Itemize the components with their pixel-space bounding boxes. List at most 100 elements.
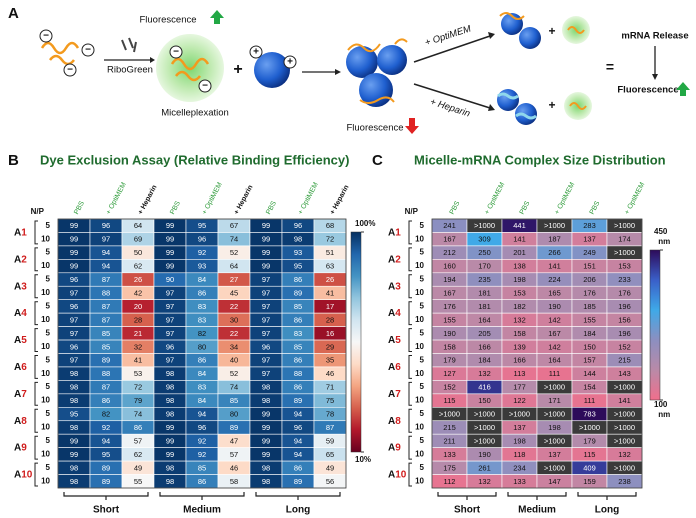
- cell-value: 184: [583, 329, 596, 338]
- cell-value: >1000: [474, 423, 495, 432]
- cell-value: 96: [70, 342, 78, 351]
- cell-value: 74: [230, 383, 238, 392]
- cell-value: 99: [70, 235, 78, 244]
- cell-value: 63: [326, 262, 334, 271]
- cell-value: >1000: [614, 436, 635, 445]
- cell-value: 84: [198, 396, 206, 405]
- np-value: 5: [46, 409, 51, 418]
- cell-value: 185: [583, 302, 596, 311]
- cell-value: 98: [166, 410, 174, 419]
- cell-value: >1000: [474, 436, 495, 445]
- np-value: 10: [41, 423, 50, 432]
- column-header: PBS: [449, 200, 462, 216]
- cell-value: 92: [198, 436, 206, 445]
- np-value: 5: [420, 328, 425, 337]
- cell-value: 97: [262, 356, 270, 365]
- svg-text:−: −: [173, 47, 179, 58]
- np-value: 10: [41, 396, 50, 405]
- cell-value: 166: [478, 342, 491, 351]
- np-value: 10: [41, 476, 50, 485]
- np-value: 10: [41, 261, 50, 270]
- colorbar-label: 10%: [355, 455, 371, 464]
- cell-value: 175: [443, 463, 456, 472]
- group-bracket: [255, 492, 341, 500]
- cell-value: 50: [134, 248, 142, 257]
- cell-value: 99: [70, 221, 78, 230]
- np-value: 5: [420, 302, 425, 311]
- np-value: 10: [415, 315, 424, 324]
- cell-value: 196: [618, 329, 631, 338]
- cell-value: 99: [70, 248, 78, 257]
- np-value: 5: [46, 463, 51, 472]
- panel-title: Micelle-mRNA Complex Size Distribution: [414, 152, 666, 167]
- row-bracket: [408, 274, 412, 299]
- cell-value: 174: [618, 235, 631, 244]
- cell-value: 137: [513, 423, 526, 432]
- colorbar: [350, 231, 362, 453]
- cell-value: 112: [444, 477, 456, 486]
- cell-value: 111: [549, 369, 560, 378]
- row-bracket: [408, 381, 412, 406]
- cell-value: 85: [230, 396, 238, 405]
- cell-value: 99: [166, 450, 174, 459]
- row-bracket: [408, 355, 412, 379]
- cell-value: 157: [583, 356, 596, 365]
- cell-value: 99: [262, 248, 270, 257]
- cell-value: 94: [102, 262, 110, 271]
- cell-value: 86: [294, 275, 302, 284]
- column-header: + OptiMEM: [484, 181, 507, 216]
- cell-value: 97: [166, 329, 174, 338]
- np-value: 5: [46, 302, 51, 311]
- cell-value: 97: [70, 356, 78, 365]
- cell-value: 181: [478, 302, 491, 311]
- row-bracket: [408, 435, 412, 460]
- column-header: + Heparin: [137, 184, 158, 216]
- cell-value: 206: [583, 275, 596, 284]
- cell-value: >1000: [544, 436, 565, 445]
- cell-value: 65: [326, 450, 334, 459]
- cell-value: 187: [548, 235, 561, 244]
- cell-value: 78: [326, 410, 334, 419]
- cell-value: 67: [230, 221, 238, 230]
- cell-value: 141: [618, 396, 631, 405]
- group-bracket: [437, 492, 497, 500]
- cell-value: 89: [294, 396, 302, 405]
- cell-value: 283: [583, 221, 596, 230]
- label: Fluorescence: [346, 123, 403, 134]
- cell-value: 241: [443, 221, 456, 230]
- cell-value: 99: [166, 436, 174, 445]
- cell-value: 215: [443, 423, 456, 432]
- row-bracket: [408, 301, 412, 326]
- cell-value: 95: [198, 221, 206, 230]
- row-label: A2: [14, 254, 27, 265]
- panel-label: B: [8, 152, 19, 169]
- cell-value: >1000: [544, 221, 565, 230]
- cell-value: >1000: [614, 248, 635, 257]
- cell-value: 89: [294, 477, 302, 486]
- group-bracket: [159, 492, 245, 500]
- cell-value: 179: [443, 356, 456, 365]
- cell-value: 98: [70, 423, 78, 432]
- group-label: Short: [93, 505, 120, 516]
- colorbar-label: 100%: [355, 219, 375, 228]
- cell-value: 181: [478, 288, 491, 297]
- cell-value: 176: [443, 302, 456, 311]
- panel-label: A: [8, 5, 19, 22]
- column-header: + Heparin: [233, 184, 254, 216]
- cell-value: 29: [326, 342, 334, 351]
- svg-text:+: +: [548, 24, 555, 38]
- group-label: Long: [286, 505, 310, 516]
- cell-value: 97: [166, 315, 174, 324]
- cell-value: 22: [230, 329, 238, 338]
- row-label: A10: [388, 469, 407, 480]
- svg-text:+: +: [287, 57, 293, 68]
- column-header: + OptiMEM: [554, 181, 577, 216]
- row-bracket: [34, 220, 38, 245]
- cell-value: 98: [70, 369, 78, 378]
- cell-value: 21: [134, 329, 142, 338]
- cell-value: 127: [443, 369, 456, 378]
- cell-value: 40: [230, 356, 238, 365]
- cell-value: 17: [326, 302, 334, 311]
- cell-value: 156: [618, 315, 631, 324]
- row-bracket: [34, 301, 38, 326]
